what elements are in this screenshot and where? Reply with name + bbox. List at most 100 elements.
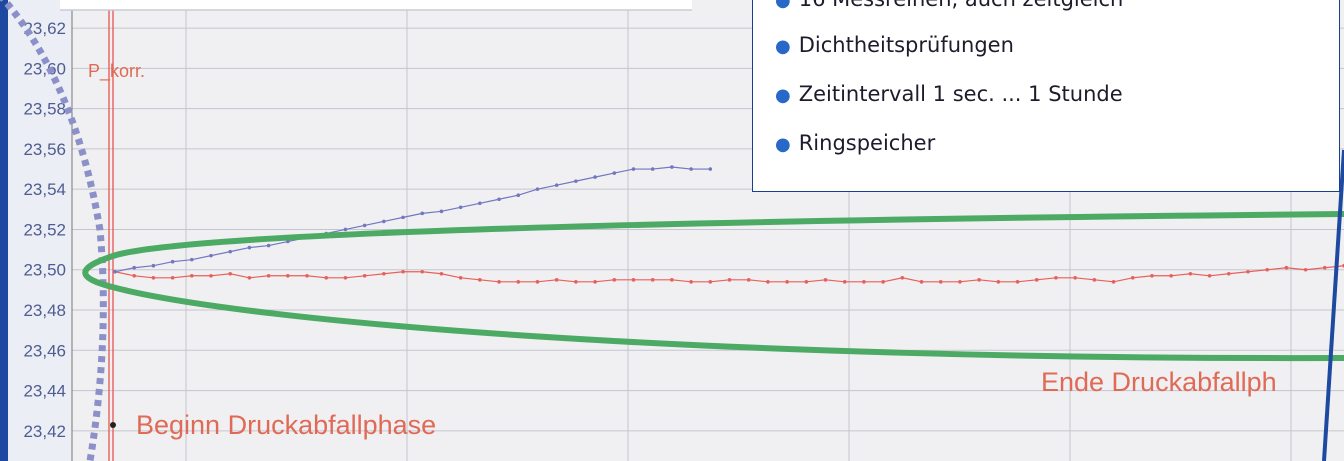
data-point [689,280,693,284]
data-point [785,280,789,284]
data-point [1150,273,1154,278]
data-point [574,280,578,284]
feature-label: 16 Messreihen, auch zeitgleich [799,0,1124,11]
data-point [766,280,770,284]
data-point [1322,265,1327,270]
data-point [497,280,501,284]
data-point [286,273,290,278]
data-point [650,167,655,171]
data-point [382,219,386,224]
data-point [362,223,367,228]
data-point [862,280,866,284]
data-point [842,280,847,284]
data-point [804,280,809,284]
data-point [305,273,309,278]
data-point [631,278,636,282]
data-point [458,276,463,280]
data-point [113,269,117,274]
data-point [1226,271,1231,276]
y-tick-label: 23,42 [23,422,66,441]
data-point [650,278,655,282]
data-point [1284,265,1289,270]
series-group [113,165,1344,284]
annotation-beginn: Beginn Druckabfallphase [136,410,436,440]
data-point [938,280,943,284]
data-point [420,211,425,216]
y-tick-label: 23,48 [23,301,66,320]
data-point [228,271,233,276]
data-point [996,280,1001,284]
feature-label: Zeitintervall 1 sec. ... 1 Stunde [798,82,1123,106]
data-point [593,175,597,179]
data-point [382,271,386,276]
data-point [190,273,194,278]
data-point [1303,267,1308,272]
data-point [1246,269,1250,274]
data-point [823,278,828,282]
data-point [1130,276,1135,280]
data-point [1111,280,1116,284]
data-point [1054,276,1058,280]
beginn-marker-dot [110,422,116,428]
data-point [593,280,597,284]
data-point [977,278,981,282]
bullet-icon: ● [775,36,791,57]
data-point [209,273,213,278]
data-point [1169,273,1173,278]
data-point [1034,278,1039,282]
data-point [670,165,674,169]
data-point [132,265,137,270]
dotted-arc [0,0,107,461]
right-edge-arc [1322,149,1344,461]
top-strip [60,0,692,10]
feature-item: ● Ringspeicher [775,131,935,155]
y-tick-label: 23,44 [23,382,66,401]
data-point [1188,271,1193,276]
data-point [439,209,444,214]
feature-item: ● 16 Messreihen, auch zeitgleich [775,0,1123,11]
data-point [401,269,405,274]
data-point [958,280,962,284]
data-point [497,197,501,202]
data-point [689,167,693,171]
data-point [1207,273,1212,278]
data-point [1092,278,1097,282]
data-point [535,187,540,191]
y-tick-label: 23,62 [23,19,66,38]
y-tick-label: 23,50 [23,261,66,280]
y-axis-ticks: 23,62 23,60 23,58 23,56 23,54 23,52 23,50 23,48… [23,19,66,441]
info-box: ● 16 Messreihen, auch zeitgleich ● Dichthe… [752,0,1340,192]
data-point [266,273,271,278]
data-point [574,179,578,183]
data-point [401,215,405,220]
data-point [170,259,175,264]
y-tick-label: 23,58 [23,100,66,119]
highlight-ellipse [82,211,1344,362]
feature-item: ● Dichtheitsprüfungen [775,33,1014,57]
data-point [170,276,175,280]
data-point [746,278,751,282]
data-point [478,201,482,206]
feature-item: ● Zeitintervall 1 sec. ... 1 Stunde [775,82,1123,106]
data-point [362,273,367,278]
data-point [247,245,252,250]
feature-label: Dichtheitsprüfungen [798,33,1014,57]
data-point [151,263,156,268]
data-point [708,167,713,171]
y-tick-label: 23,60 [23,59,66,78]
data-point [458,205,463,210]
data-point [670,278,674,282]
data-point [535,280,540,284]
data-point [190,257,194,262]
y-tick-label: 23,56 [23,140,66,159]
annotation-ende: Ende Druckabfallph [1041,367,1277,397]
data-point [343,227,348,232]
data-point [343,276,348,280]
bullet-icon: ● [775,0,791,11]
bullet-icon: ● [775,134,791,155]
data-point [228,249,233,254]
data-point [1265,267,1269,272]
data-point [631,167,636,171]
data-point [554,183,559,187]
y-tick-label: 23,52 [23,220,66,239]
